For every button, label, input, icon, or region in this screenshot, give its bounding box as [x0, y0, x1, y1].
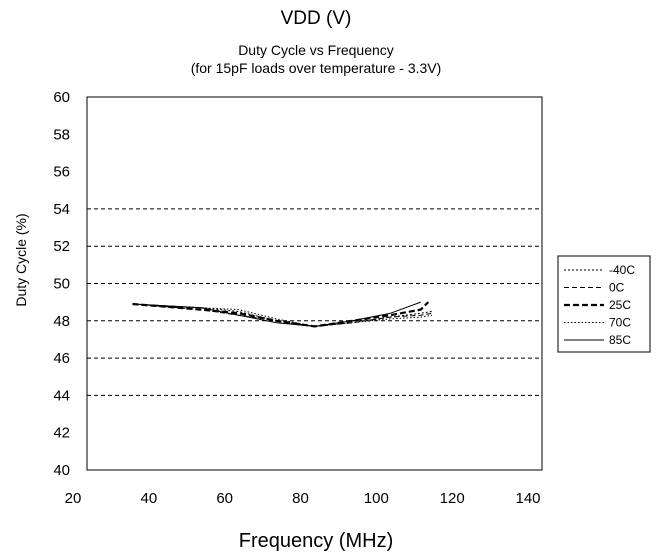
- chart-subtitle: (for 15pF loads over temperature - 3.3V): [191, 60, 442, 76]
- x-tick-label: 20: [65, 490, 82, 507]
- y-axis-label: Duty Cycle (%): [13, 213, 29, 306]
- legend: -40C 0C 25C 70C 85C: [557, 255, 651, 353]
- legend-label: 0C: [609, 281, 625, 295]
- x-tick-labels: 20 40 60 80 100 120 140: [65, 490, 541, 507]
- x-axis-label: Frequency (MHz): [239, 530, 393, 552]
- x-tick-label: 140: [515, 490, 540, 507]
- plot-frame: [86, 96, 543, 471]
- gridlines: [87, 208, 542, 396]
- y-tick-label: 50: [53, 276, 70, 293]
- x-tick-label: 100: [364, 490, 389, 507]
- legend-label: 85C: [609, 333, 631, 347]
- series-line--40C: [132, 303, 433, 327]
- y-tick-label: 44: [53, 387, 70, 404]
- x-tick-label: 80: [292, 490, 309, 507]
- y-tick-labels: 40 42 44 46 48 50 52 54 56 58 60: [53, 89, 70, 479]
- y-tick-label: 58: [53, 126, 70, 143]
- x-tick-label: 120: [440, 490, 465, 507]
- y-tick-label: 42: [53, 425, 70, 442]
- y-tick-label: 60: [53, 89, 70, 106]
- y-tick-label: 52: [53, 238, 70, 255]
- y-tick-label: 40: [53, 462, 70, 479]
- chart-title: Duty Cycle vs Frequency: [238, 42, 394, 58]
- series-line-85C: [132, 301, 421, 327]
- y-tick-label: 48: [53, 313, 70, 330]
- legend-label: 25C: [609, 298, 631, 312]
- legend-label: -40C: [609, 263, 635, 277]
- x-tick-label: 60: [216, 490, 233, 507]
- header-text: VDD (V): [281, 8, 352, 29]
- x-tick-label: 40: [140, 490, 157, 507]
- series-lines: [132, 301, 433, 328]
- series-line-70C: [132, 303, 433, 327]
- y-tick-label: 56: [53, 164, 70, 181]
- legend-label: 70C: [609, 316, 631, 330]
- y-tick-label: 54: [53, 201, 70, 218]
- y-tick-label: 46: [53, 350, 70, 367]
